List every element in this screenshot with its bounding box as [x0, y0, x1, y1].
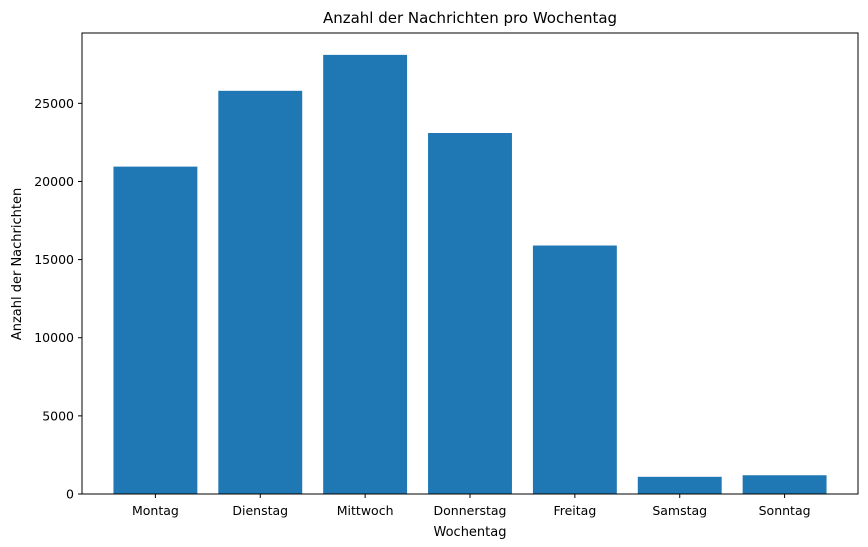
- bar-freitag: [532, 245, 617, 494]
- bar-mittwoch: [323, 54, 408, 495]
- y-tick-label: 20000: [34, 174, 74, 189]
- x-tick-label: Mittwoch: [337, 503, 394, 518]
- x-tick-label: Montag: [132, 503, 179, 518]
- x-tick-label: Samstag: [652, 503, 707, 518]
- y-axis-ticks: 0 5000 10000 15000 20000 25000: [34, 96, 82, 502]
- chart-title: Anzahl der Nachrichten pro Wochentag: [323, 9, 617, 27]
- y-tick-label: 5000: [42, 408, 74, 423]
- bar-montag: [113, 166, 198, 494]
- plot-frame: [81, 32, 859, 495]
- y-axis-label: Anzahl der Nachrichten: [10, 188, 25, 340]
- y-tick-label: 0: [66, 487, 74, 502]
- x-tick-label: Donnerstag: [434, 503, 507, 518]
- bar-sonntag: [742, 475, 827, 494]
- bar-donnerstag: [428, 133, 512, 495]
- x-tick-label: Sonntag: [759, 503, 811, 518]
- bars-group: [113, 54, 827, 495]
- x-tick-label: Dienstag: [232, 503, 288, 518]
- x-axis-ticks: Montag Dienstag Mittwoch Donnerstag Freitag S…: [132, 494, 811, 518]
- y-tick-label: 10000: [34, 330, 74, 345]
- bar-dienstag: [218, 90, 303, 494]
- bar-samstag: [637, 476, 722, 494]
- x-tick-label: Freitag: [553, 503, 596, 518]
- x-axis-label: Wochentag: [434, 525, 507, 540]
- y-tick-label: 15000: [34, 252, 74, 267]
- y-tick-label: 25000: [34, 96, 74, 111]
